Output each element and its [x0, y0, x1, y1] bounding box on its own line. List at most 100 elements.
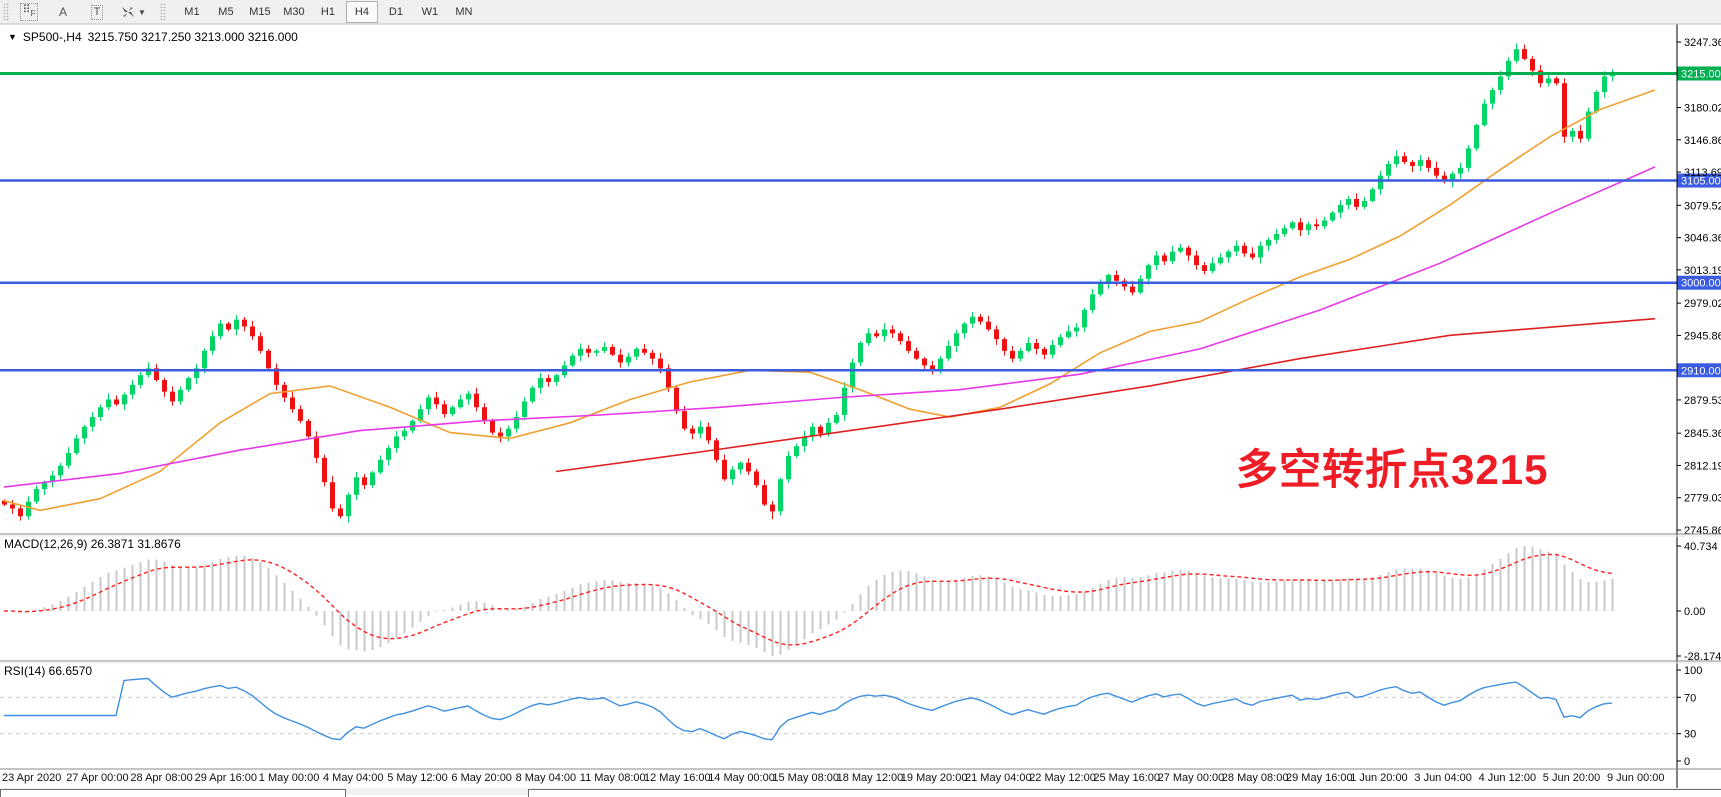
docked-panel-edge-left[interactable]	[0, 789, 346, 797]
time-label: 5 May 12:00	[387, 772, 448, 784]
dropdown-caret-icon[interactable]: ▼	[138, 7, 146, 17]
rsi-line	[4, 677, 1613, 741]
indicator-grid-glyph: ⠿F	[19, 2, 39, 22]
timeframe-button-m5[interactable]: M5	[218, 6, 234, 18]
price-tick-label: 3013.195	[1684, 265, 1721, 277]
time-label: 14 May 00:00	[708, 772, 775, 784]
time-label: 15 May 08:00	[772, 772, 840, 784]
timeframe-button-m1[interactable]: M1	[184, 6, 200, 18]
svg-text:2910.000: 2910.000	[1681, 365, 1721, 377]
time-axis[interactable]: 23 Apr 2020 27 Apr 00:00 28 Apr 08:00 29 Ap…	[0, 771, 1721, 787]
price-tick-label: 3146.860	[1684, 135, 1721, 147]
bottom-dock-strip	[0, 788, 1721, 797]
time-label: 11 May 08:00	[579, 772, 646, 784]
price-tag-3215.000	[1677, 66, 1721, 81]
timeframe-button-m30[interactable]: M30	[283, 6, 305, 18]
chart-ohlc-title: ▼ SP500-,H4 3215.750 3217.250 3213.000 3…	[8, 30, 298, 44]
text-box-glyph: T	[90, 4, 104, 20]
rsi-panel[interactable]: 100 70 30 0	[0, 665, 1702, 768]
price-tick-label: 3113.695	[1684, 167, 1721, 179]
price-tick-label: 2745.865	[1684, 525, 1721, 537]
mid-ma-magenta	[3, 166, 1656, 488]
time-label: 12 May 16:00	[644, 772, 711, 784]
time-label: 8 May 04:00	[515, 772, 577, 784]
ohlc-values: 3215.750 3217.250 3213.000 3216.000	[87, 30, 298, 44]
moving-average-lines	[3, 89, 1656, 512]
svg-text:3105.000: 3105.000	[1681, 176, 1721, 188]
price-tick-label: 3180.025	[1684, 103, 1721, 115]
price-tick-label: 2879.530	[1684, 395, 1721, 407]
time-label: 18 May 12:00	[836, 772, 904, 784]
price-tag-3105.000	[1677, 173, 1721, 188]
timeframe-button-d1[interactable]: D1	[388, 6, 403, 18]
macd-axis-label: 0.00	[1684, 606, 1705, 618]
text-box-icon[interactable]: T	[81, 1, 113, 23]
rsi-axis-label: 100	[1684, 665, 1702, 677]
rsi-indicator-label: RSI(14) 66.6570	[4, 664, 93, 678]
time-label: 5 Jun 20:00	[1542, 772, 1601, 784]
price-tick-label: 2845.360	[1684, 428, 1721, 440]
price-tick-label: 3079.525	[1684, 200, 1721, 212]
label-a-glyph: A	[58, 5, 67, 19]
docked-panel-edge-right[interactable]	[528, 789, 1721, 797]
time-label: 9 Jun 00:00	[1607, 772, 1665, 784]
fast-ma-orange	[3, 89, 1656, 512]
macd-indicator-label: MACD(12,26,9) 26.3871 31.8676	[4, 537, 181, 551]
annotation-text[interactable]: 多空转折点3215	[1236, 446, 1549, 493]
timeframe-button-mn[interactable]: MN	[455, 6, 473, 18]
horizontal-level-lines[interactable]	[0, 71, 1677, 372]
rsi-axis-label: 0	[1684, 756, 1690, 768]
time-label: 27 May 00:00	[1157, 772, 1225, 784]
timeframe-button-w1[interactable]: W1	[421, 6, 439, 18]
time-label: 21 May 04:00	[965, 772, 1032, 784]
slow-ma-red	[555, 317, 1656, 473]
time-label: 22 May 12:00	[1029, 772, 1096, 784]
time-label: 28 May 08:00	[1221, 772, 1289, 784]
macd-axis-label: 40.734	[1684, 541, 1718, 553]
svg-text:3215.000: 3215.000	[1681, 68, 1721, 80]
indicator-grid-icon[interactable]: ⠿F	[13, 1, 45, 23]
symbol-period-label: SP500-,H4	[22, 30, 82, 44]
collapse-triangle-icon[interactable]: ▼	[8, 32, 17, 42]
rsi-axis-label: 30	[1684, 729, 1696, 741]
timeframe-group: M1 M5 M15 M30 H1 H4 D1 W1 MN	[175, 1, 481, 23]
cursor-arrows-icon[interactable]: ▼	[115, 1, 151, 23]
time-label: 3 Jun 04:00	[1414, 772, 1472, 784]
price-tick-label: 3046.360	[1684, 233, 1721, 245]
price-tick-label: 2945.860	[1684, 330, 1721, 342]
macd-signal-line	[3, 553, 1613, 646]
price-tick-label: 2812.195	[1684, 460, 1721, 472]
time-label: 23 Apr 2020	[2, 772, 62, 784]
price-tick-label: 2779.030	[1684, 493, 1721, 505]
time-label: 1 Jun 20:00	[1350, 772, 1408, 784]
time-label: 28 Apr 08:00	[130, 772, 193, 784]
label-a-icon[interactable]: A	[47, 1, 79, 23]
price-tag-3000.000	[1677, 275, 1721, 290]
toolbar-gripper[interactable]	[3, 3, 9, 21]
time-label: 25 May 16:00	[1093, 772, 1161, 784]
time-label: 4 May 04:00	[323, 772, 384, 784]
time-label: 19 May 20:00	[900, 772, 968, 784]
price-tick-label: 2979.025	[1684, 298, 1721, 310]
timeframe-button-m15[interactable]: M15	[249, 6, 271, 18]
time-label: 4 Jun 12:00	[1478, 772, 1537, 784]
rsi-axis-label: 70	[1684, 692, 1696, 704]
top-toolbar: ⠿F A T ▼ M1 M5 M15 M30 H1 H4 D1 W1 MN	[0, 0, 1721, 25]
toolbar-gripper-2[interactable]	[159, 3, 166, 21]
time-label: 6 May 20:00	[451, 772, 512, 784]
svg-text:3000.000: 3000.000	[1681, 278, 1721, 290]
price-axis[interactable]: 3215.000 3105.000 3000.000 2910.000 3247.360…	[1676, 24, 1721, 788]
price-tick-label: 3247.360	[1684, 37, 1721, 49]
timeframe-button-h4[interactable]: H4	[345, 1, 378, 23]
time-label: 1 May 00:00	[258, 772, 320, 784]
time-label: 29 Apr 16:00	[194, 772, 257, 784]
timeframe-button-h1[interactable]: H1	[320, 6, 335, 18]
time-label: 29 May 16:00	[1286, 772, 1353, 784]
time-label: 27 Apr 00:00	[66, 772, 129, 784]
price-tag-2910.000	[1677, 363, 1721, 378]
arrows-glyph	[122, 7, 134, 17]
chart-window: 3215.000 3105.000 3000.000 2910.000 3247.360…	[0, 23, 1721, 795]
